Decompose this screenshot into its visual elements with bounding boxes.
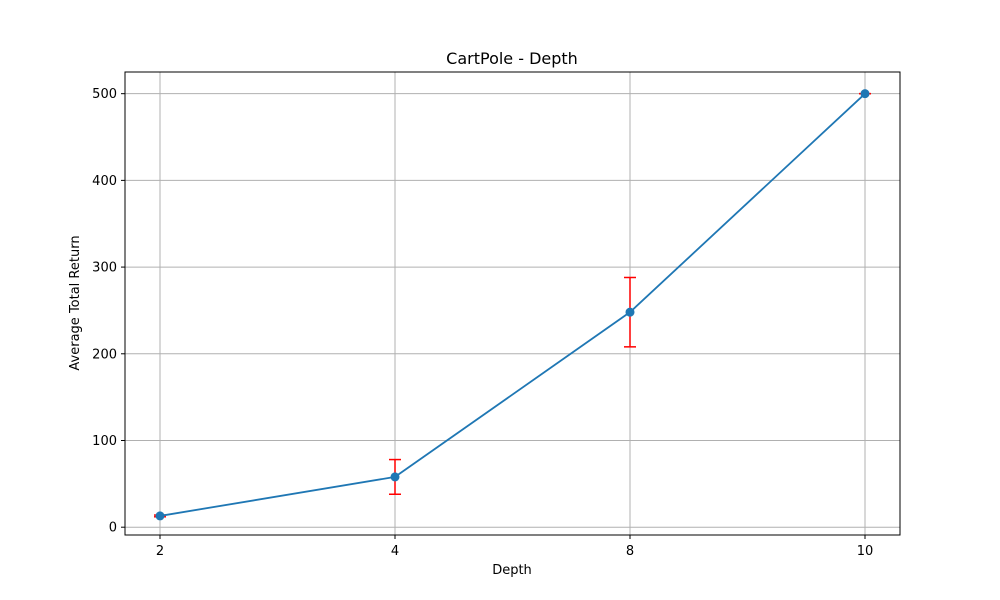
data-point [625,307,635,317]
y-tick-label: 200 [92,347,117,362]
error-bars [154,92,871,518]
series-layer [155,89,870,521]
x-tick-label: 2 [156,544,164,559]
data-point [155,511,165,521]
x-tick-label: 8 [626,544,634,559]
plot-frame [124,71,901,536]
data-point [390,472,400,482]
y-tick-label: 0 [109,521,117,536]
series-line [159,93,866,517]
x-axis-label: Depth [492,563,532,578]
data-point [860,89,870,99]
y-tick-label: 500 [92,87,117,102]
y-tick-label: 100 [92,434,117,449]
x-tick-label: 4 [391,544,399,559]
x-tick-label: 10 [857,544,874,559]
chart-title: CartPole - Depth [446,49,578,68]
y-tick-label: 300 [92,261,117,276]
grid [125,72,900,535]
y-axis-ticks: 0 100 200 300 400 500 [92,87,125,536]
y-axis-label: Average Total Return [68,235,83,370]
y-tick-label: 400 [92,174,117,189]
x-axis-ticks: 2 4 8 10 [156,535,873,559]
